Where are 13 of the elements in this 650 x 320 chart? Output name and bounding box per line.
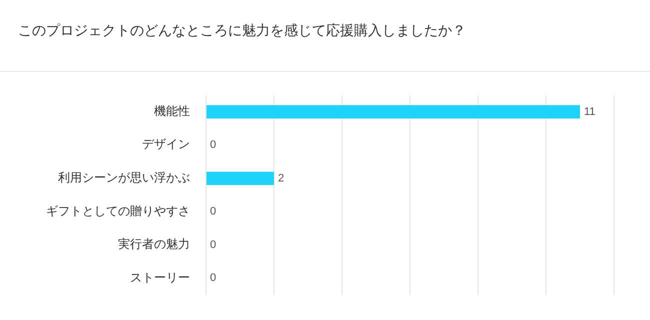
y-tick-label: デザイン — [142, 137, 190, 152]
y-tick-label: 機能性 — [154, 104, 190, 118]
y-tick-label: ストーリー — [130, 270, 190, 284]
data-label: 0 — [210, 139, 216, 152]
data-label: 0 — [210, 206, 216, 218]
y-tick-label: 利用シーンが思い浮かぶ — [58, 170, 190, 184]
data-label: 2 — [278, 172, 284, 184]
y-tick-label: 実行者の魅力 — [118, 237, 190, 252]
y-tick-label: ギフトとしての贈りやすさ — [46, 204, 190, 218]
chart-title: このプロジェクトのどんなところに魅力を感じて応援購入しましたか？ — [0, 0, 650, 72]
data-label: 11 — [584, 106, 596, 118]
data-label: 0 — [210, 238, 216, 251]
data-label: 0 — [210, 272, 216, 284]
